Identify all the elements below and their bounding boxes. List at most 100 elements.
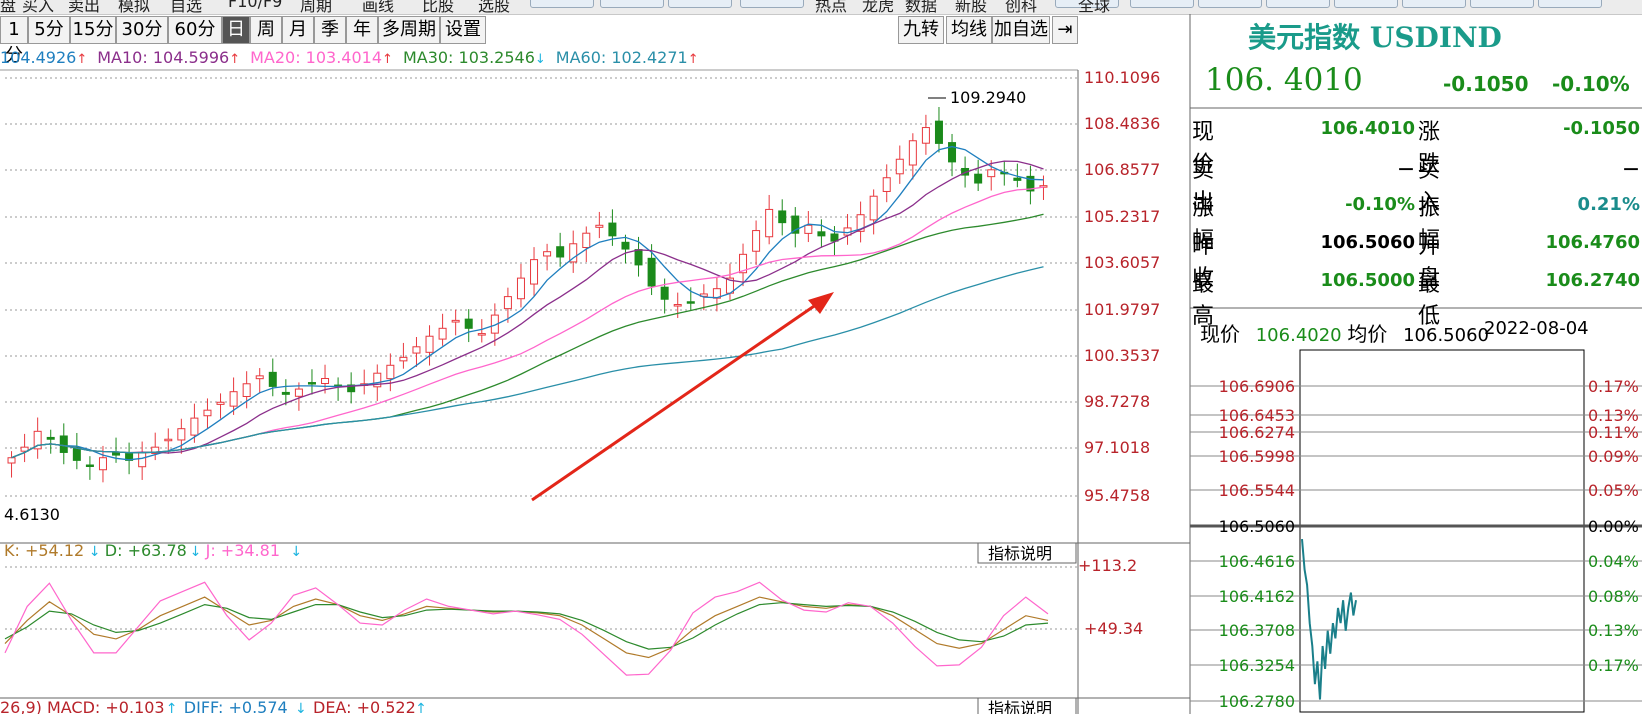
toolbar-item[interactable]: 热点 xyxy=(815,0,848,15)
quote-label: 现价 xyxy=(1192,120,1215,177)
toolbar-button[interactable] xyxy=(1470,0,1534,8)
toolbar-button[interactable] xyxy=(1055,0,1119,8)
toolbar-item[interactable]: 自选 xyxy=(170,0,203,15)
candlestick xyxy=(778,210,787,224)
timeline-y-tick: 106.4162 xyxy=(1219,587,1295,606)
kdj-legend-arrow-icon: ↓ xyxy=(190,544,202,560)
chart-option-button[interactable]: 加自选 xyxy=(992,16,1050,44)
y-tick-label: 100.3537 xyxy=(1084,346,1160,365)
y-tick-label: 105.2317 xyxy=(1084,207,1160,226)
period-tab[interactable]: 多周期 xyxy=(378,16,440,44)
legend-arrow-icon: ↑ xyxy=(229,52,241,67)
toolbar-item[interactable]: 创科 xyxy=(1005,0,1038,15)
toolbar-item[interactable]: 盘 xyxy=(0,0,17,15)
toolbar-item[interactable]: 数据 xyxy=(905,0,938,15)
quote-value: － xyxy=(1622,160,1640,181)
trend-arrow-icon xyxy=(531,300,821,502)
legend-label: 104.4926 xyxy=(0,48,77,67)
period-tab[interactable]: 年 xyxy=(346,16,378,44)
toolbar-item[interactable]: 模拟 xyxy=(118,0,151,15)
indicator-help-label: 指标说明 xyxy=(988,699,1052,714)
timeline-price-line xyxy=(1301,539,1357,700)
toolbar-item[interactable]: 买入 xyxy=(22,0,55,15)
toolbar-button[interactable] xyxy=(1334,0,1398,8)
candlestick xyxy=(660,286,669,300)
candlestick xyxy=(347,384,356,393)
toolbar-item[interactable]: 卖出 xyxy=(68,0,101,15)
period-tab[interactable]: 周 xyxy=(250,16,282,44)
legend-arrow-icon: ↑ xyxy=(76,52,88,67)
quote-value: -0.10% xyxy=(1345,194,1415,215)
candlestick xyxy=(7,457,16,464)
legend-label: MA60: 102.4271 xyxy=(555,48,688,67)
period-tab[interactable]: 月 xyxy=(282,16,314,44)
period-tab[interactable]: 设置 xyxy=(440,16,486,44)
timeline-y-tick: 106.5544 xyxy=(1219,481,1295,500)
kdj-tick-label: +49.34 xyxy=(1084,619,1143,638)
candlestick xyxy=(556,246,565,258)
candlestick xyxy=(634,249,643,266)
candlestick xyxy=(20,446,29,452)
toolbar-button[interactable] xyxy=(600,0,664,8)
kdj-legend-label: D: +63.78 xyxy=(105,541,187,560)
toolbar-button[interactable] xyxy=(530,0,594,8)
period-tab[interactable]: 5分 xyxy=(28,16,70,44)
ma-legend: 104.4926↑ MA10: 104.5996↑ MA20: 103.4014↑ M… xyxy=(0,48,709,67)
kdj-legend-arrow-icon: ↓ xyxy=(89,544,101,560)
toolbar-item[interactable]: 周期 xyxy=(300,0,333,15)
toolbar-item[interactable]: 龙虎 xyxy=(862,0,895,15)
candlestick xyxy=(882,177,891,192)
quote-value: 0.21% xyxy=(1577,194,1640,215)
period-tab[interactable]: 季 xyxy=(314,16,346,44)
price-change-pct: -0.10% xyxy=(1552,72,1630,96)
quote-label: 买入 xyxy=(1418,158,1441,215)
timeline-pct-tick: 0.08% xyxy=(1588,587,1639,606)
toolbar-button[interactable] xyxy=(668,0,732,8)
candlestick xyxy=(464,318,473,329)
candlestick xyxy=(621,241,630,250)
chart-option-button[interactable]: 九转 xyxy=(898,16,944,44)
timeline-y-tick: 106.3708 xyxy=(1219,621,1295,640)
toolbar-button[interactable] xyxy=(740,0,804,8)
timeline-pct-tick: 0.00% xyxy=(1588,517,1639,536)
indicator-help-button xyxy=(977,697,1077,714)
candlestick xyxy=(412,346,421,354)
timeline-pct-tick: 0.17% xyxy=(1588,656,1639,675)
toolbar-item[interactable]: F10/F9 xyxy=(228,0,283,11)
toolbar-button[interactable] xyxy=(1198,0,1262,8)
ma10-line xyxy=(11,160,1044,459)
timeline-pct-tick: 0.11% xyxy=(1588,423,1639,442)
quote-label: 最低 xyxy=(1418,272,1441,329)
candlestick xyxy=(987,169,996,178)
candlestick xyxy=(582,232,591,248)
candlestick xyxy=(177,428,186,441)
collapse-panel-icon[interactable]: ⇥ xyxy=(1052,16,1078,44)
timeline-pct-tick: 0.13% xyxy=(1588,406,1639,425)
candlestick xyxy=(164,438,173,442)
chart-option-button[interactable]: 均线 xyxy=(946,16,992,44)
toolbar-item[interactable]: 全球 xyxy=(1078,0,1111,15)
candlestick xyxy=(307,382,316,385)
toolbar-item[interactable]: 画线 xyxy=(362,0,395,15)
ma30-line xyxy=(11,213,1044,459)
candlestick xyxy=(451,319,460,323)
macd-legend-label: DIFF: +0.574 xyxy=(184,698,288,714)
period-tab[interactable]: 30分 xyxy=(116,16,168,44)
toolbar-button[interactable] xyxy=(1538,0,1602,8)
toolbar-item[interactable]: 选股 xyxy=(478,0,511,15)
candlestick xyxy=(294,388,303,397)
toolbar-item[interactable]: 比股 xyxy=(422,0,455,15)
period-tab[interactable]: 日 xyxy=(222,16,250,44)
candlestick xyxy=(1026,175,1035,192)
toolbar-button[interactable] xyxy=(1130,0,1194,8)
toolbar-item[interactable]: 新股 xyxy=(955,0,988,15)
period-tab[interactable]: 1分 xyxy=(0,16,28,66)
ma5-line xyxy=(11,145,1044,461)
legend-label: MA30: 103.2546 xyxy=(402,48,535,67)
indicator-help-label: 指标说明 xyxy=(988,544,1052,563)
toolbar-button[interactable] xyxy=(1266,0,1330,8)
period-tab[interactable]: 15分 xyxy=(70,16,116,44)
toolbar-button[interactable] xyxy=(1402,0,1466,8)
period-tab[interactable]: 60分 xyxy=(168,16,222,44)
quote-value: 106.4760 xyxy=(1545,232,1640,253)
